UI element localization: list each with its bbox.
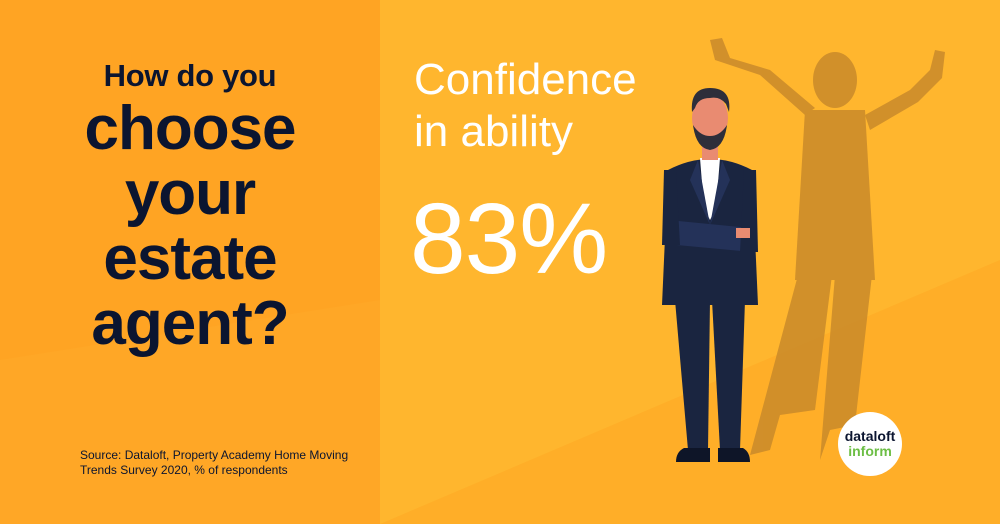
question-line-4: estate — [103, 224, 277, 293]
stat-label: Confidence in ability — [414, 54, 637, 158]
stat-label-line-1: Confidence — [414, 55, 637, 104]
question-line-2: choose — [84, 94, 296, 163]
logo-word-inform: inform — [848, 443, 892, 459]
left-panel-shade — [0, 0, 380, 360]
source-note: Source: Dataloft, Property Academy Home … — [80, 448, 349, 477]
question-line-5: agent? — [91, 289, 289, 358]
stat-value: 83% — [410, 183, 608, 295]
headline-question: How do you choose your estate agent? — [0, 56, 380, 356]
logo-word-dataloft: dataloft — [844, 428, 896, 444]
businessman-icon — [662, 88, 758, 462]
left-panel — [0, 0, 380, 524]
businessman-illustration — [662, 38, 945, 462]
question-line-1: How do you — [103, 58, 277, 93]
triumphant-shadow-icon — [710, 38, 945, 460]
question-line-3: your — [124, 159, 256, 228]
dataloft-inform-logo: dataloft inform — [838, 412, 902, 476]
stat-label-line-2: in ability — [414, 107, 573, 156]
